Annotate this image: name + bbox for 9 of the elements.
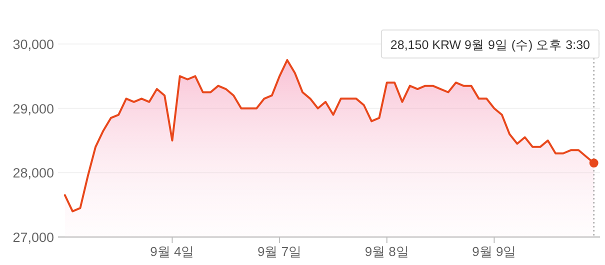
y-tick-label: 29,000: [12, 101, 54, 116]
x-tick-label: 9월 4일: [150, 244, 194, 259]
y-tick-label: 30,000: [12, 37, 54, 52]
x-tick-label: 9월 8일: [364, 244, 409, 259]
y-tick-label: 27,000: [12, 230, 54, 245]
y-tick-label: 28,000: [12, 166, 54, 181]
annotation: 28,150 KRW 9월 9일 (수) 오후 3:30: [390, 38, 590, 52]
x-tick-label: 9월 7일: [258, 244, 302, 259]
x-tick-label: 9월 9일: [472, 244, 516, 259]
